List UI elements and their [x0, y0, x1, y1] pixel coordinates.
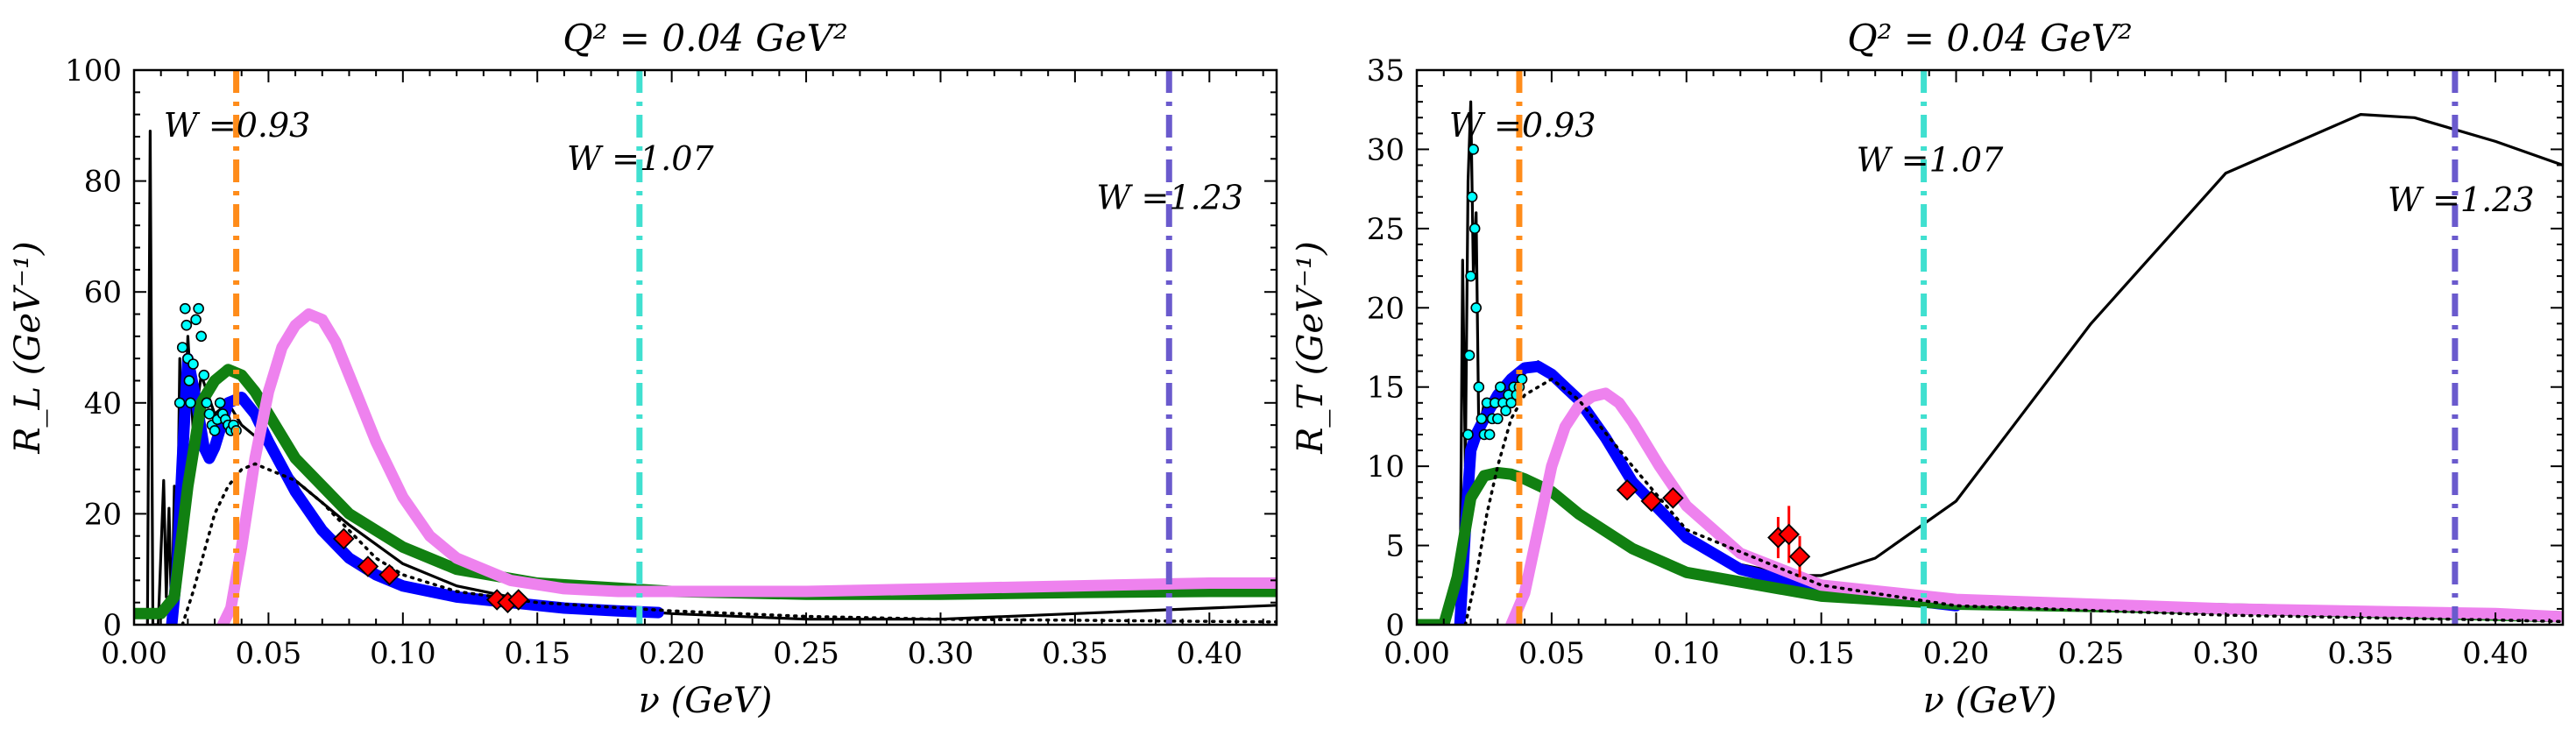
- chart1-x-tick-label: 0.35: [2327, 636, 2394, 671]
- chart0-w-label: W =1.23: [1096, 178, 1243, 216]
- chart1-cyan-point: [1492, 413, 1504, 425]
- chart0-cyan-point: [193, 302, 204, 315]
- chart0-red-point: [333, 527, 355, 550]
- chart0-cyan-point: [201, 397, 213, 409]
- chart0-cyan-point: [198, 369, 210, 381]
- chart1-cyan-point: [1495, 381, 1506, 393]
- right-chart-panel: W =0.93 W =1.07 W =1.23 0.00 0.05 0.10 0.15 0.2…: [1291, 17, 2565, 721]
- chart1-x-tick-label: 0.10: [1653, 636, 1720, 671]
- chart1-series-blue-thick: [1454, 360, 1962, 625]
- chart1-x-tick-label: 0.30: [2192, 636, 2259, 671]
- chart0-plot-area: [134, 70, 1277, 625]
- chart1-cyan-point: [1465, 270, 1476, 282]
- chart1-x-tick-label: 0.40: [2462, 636, 2529, 671]
- chart1-red-point: [1662, 487, 1684, 509]
- chart0-x-tick-label: 0.05: [236, 636, 302, 671]
- chart0-y-tick-label: 60: [84, 275, 122, 310]
- chart0-x-tick-label: 0.10: [370, 636, 436, 671]
- chart1-y-tick-label: 20: [1367, 291, 1405, 326]
- chart1-plot-area: [1417, 70, 2563, 625]
- chart0-red-point: [379, 563, 400, 586]
- chart0-series-green-thick: [134, 364, 1277, 619]
- chart1-red-point: [1640, 490, 1663, 513]
- chart0-y-tick-label: 0: [103, 608, 122, 643]
- chart0-cyan-point: [195, 330, 208, 343]
- chart0-red-point: [507, 589, 530, 611]
- chart0-cyan-point: [214, 397, 226, 409]
- chart1-cyan-point: [1483, 428, 1496, 441]
- chart1-red-point: [1778, 523, 1800, 546]
- chart1-y-tick-label: 35: [1367, 53, 1405, 88]
- chart1-cyan-point: [1468, 144, 1479, 155]
- chart1-y-tick-label: 25: [1367, 212, 1405, 247]
- chart0-red-point: [357, 556, 379, 577]
- chart1-y-tick-label: 15: [1367, 371, 1405, 406]
- chart0-w-label: W =1.07: [567, 139, 714, 178]
- chart1-series-violet-thick: [1505, 387, 2563, 625]
- chart0-y-tick-label: 100: [65, 53, 122, 88]
- chart0-x-tick-label: 0.15: [504, 636, 570, 671]
- chart0-series-violet-thick: [216, 308, 1277, 625]
- chart0-series-black-dotted: [180, 462, 1277, 625]
- chart1-w-label: W =1.07: [1857, 141, 2004, 180]
- chart0-cyan-point: [209, 425, 221, 436]
- chart0-y-tick-label: 20: [84, 497, 122, 532]
- chart1-x-tick-label: 0.20: [1923, 636, 1990, 671]
- chart1-cyan-point: [1516, 373, 1528, 385]
- chart1-y-tick-label: 0: [1385, 608, 1405, 643]
- chart0-x-tick-label: 0.30: [908, 636, 974, 671]
- left-chart-panel: W =0.93 W =1.07 W =1.23 0.00 0.05 0.10 0.15 0.2…: [8, 17, 1278, 721]
- chart1-w-label: W =1.23: [2388, 180, 2535, 219]
- chart0-cyan-point: [203, 408, 216, 420]
- chart1-cyan-point: [1468, 223, 1481, 235]
- chart0-cyan-point: [185, 397, 196, 409]
- chart1-title: Q² = 0.04 GeV²: [1847, 17, 2133, 60]
- chart1-x-axis-label: ν (GeV): [1923, 681, 2057, 721]
- chart1-y-tick-label: 5: [1385, 529, 1405, 564]
- chart0-x-tick-label: 0.00: [101, 636, 167, 671]
- chart0-title: Q² = 0.04 GeV²: [563, 17, 848, 60]
- chart0-cyan-point: [180, 319, 193, 331]
- chart1-x-tick-label: 0.05: [1518, 636, 1585, 671]
- chart1-x-tick-label: 0.25: [2058, 636, 2125, 671]
- chart0-y-tick-label: 80: [84, 165, 122, 200]
- chart0-x-tick-label: 0.20: [639, 636, 705, 671]
- chart1-w-label: W =0.93: [1449, 106, 1596, 145]
- chart0-y-tick-label: 40: [84, 386, 122, 421]
- chart0-cyan-point: [183, 375, 195, 386]
- chart1-y-tick-label: 30: [1367, 132, 1405, 167]
- chart1-red-point: [1616, 478, 1638, 501]
- chart1-cyan-point: [1466, 191, 1478, 202]
- chart1-cyan-point: [1462, 428, 1474, 441]
- chart0-y-axis-label: R_L (GeV⁻¹): [8, 241, 48, 454]
- chart1-cyan-point: [1463, 350, 1476, 361]
- chart1-cyan-point: [1505, 397, 1518, 409]
- chart0-x-tick-label: 0.40: [1176, 636, 1242, 671]
- chart1-y-axis-label: R_T (GeV⁻¹): [1291, 241, 1331, 454]
- chart0-cyan-point: [190, 314, 202, 326]
- chart0-cyan-point: [176, 342, 188, 353]
- chart1-cyan-point: [1473, 381, 1485, 393]
- chart0-x-tick-label: 0.35: [1042, 636, 1108, 671]
- chart1-cyan-point: [1476, 413, 1488, 425]
- chart0-x-tick-label: 0.25: [773, 636, 839, 671]
- chart1-cyan-point: [1470, 301, 1483, 314]
- chart1-x-tick-label: 0.00: [1384, 636, 1450, 671]
- chart0-cyan-point: [188, 358, 199, 370]
- chart1-x-tick-label: 0.15: [1788, 636, 1855, 671]
- chart1-cyan-point: [1500, 405, 1511, 417]
- chart0-cyan-point: [179, 302, 191, 315]
- chart0-axes-frame: [132, 68, 1278, 626]
- chart1-red-point: [1788, 545, 1811, 568]
- chart1-series-black-dotted: [1463, 377, 2563, 625]
- chart0-w-label: W =0.93: [164, 106, 311, 145]
- chart0-x-axis-label: ν (GeV): [639, 681, 773, 721]
- chart0-cyan-point: [173, 397, 186, 409]
- chart1-axes-frame: [1415, 68, 2565, 626]
- chart1-y-tick-label: 10: [1367, 449, 1405, 485]
